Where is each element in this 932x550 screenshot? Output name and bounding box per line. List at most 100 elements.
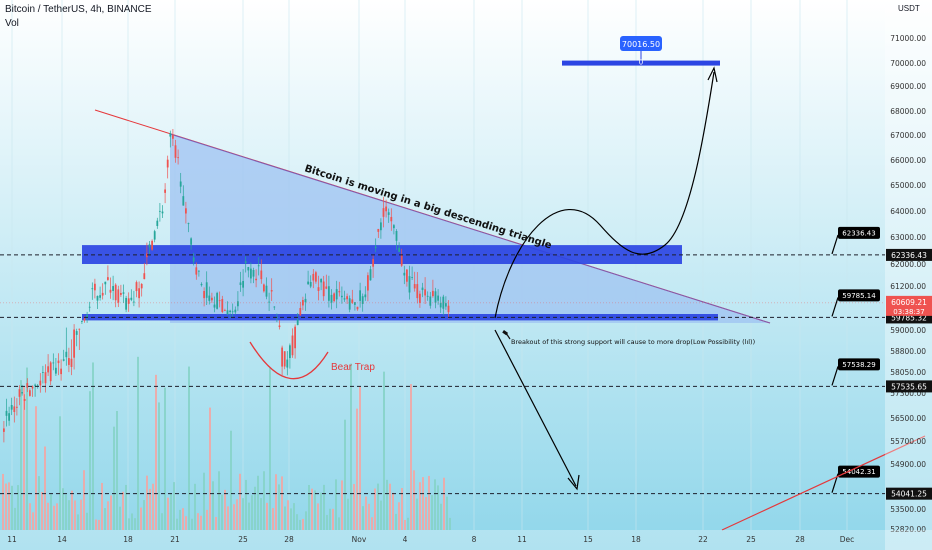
candle[interactable]	[125, 295, 127, 313]
candle[interactable]	[356, 306, 359, 311]
candle[interactable]	[94, 278, 96, 299]
candle[interactable]	[10, 397, 13, 416]
candle[interactable]	[359, 282, 361, 308]
candle[interactable]	[382, 196, 385, 228]
candle[interactable]	[242, 269, 244, 297]
candle[interactable]	[185, 201, 187, 224]
candle[interactable]	[112, 275, 114, 301]
candle[interactable]	[320, 278, 322, 291]
candle[interactable]	[328, 275, 330, 308]
candle[interactable]	[291, 328, 294, 358]
candle[interactable]	[190, 237, 192, 250]
candle[interactable]	[143, 262, 146, 280]
time-axis[interactable]: 11 14 18 21 25 28 Nov 4 8 11 15 18 22 25 28 Dec	[0, 530, 932, 550]
candle[interactable]	[68, 347, 70, 373]
candle[interactable]	[304, 293, 307, 311]
candle[interactable]	[341, 286, 343, 304]
candle[interactable]	[57, 353, 60, 376]
candle[interactable]	[437, 289, 439, 305]
candle[interactable]	[159, 202, 161, 222]
candle[interactable]	[294, 324, 296, 359]
candle[interactable]	[234, 306, 237, 315]
candle[interactable]	[42, 365, 44, 384]
candle[interactable]	[335, 280, 338, 309]
candle[interactable]	[369, 265, 372, 281]
candle[interactable]	[200, 282, 203, 287]
candle[interactable]	[60, 359, 62, 381]
candle[interactable]	[31, 385, 34, 397]
candle[interactable]	[395, 229, 398, 250]
candle[interactable]	[229, 309, 231, 319]
candle[interactable]	[419, 290, 421, 308]
candle[interactable]	[172, 128, 174, 147]
candle[interactable]	[268, 292, 270, 311]
candle[interactable]	[257, 257, 260, 276]
candle[interactable]	[130, 289, 133, 302]
candle[interactable]	[429, 291, 432, 309]
candle[interactable]	[296, 313, 299, 326]
candle[interactable]	[317, 275, 320, 301]
candle[interactable]	[354, 302, 356, 311]
candle[interactable]	[367, 272, 369, 302]
candle[interactable]	[315, 270, 317, 284]
current-price-badge[interactable]	[886, 295, 932, 316]
candle[interactable]	[161, 205, 164, 219]
candle[interactable]	[146, 242, 148, 266]
candle[interactable]	[351, 289, 354, 305]
candle[interactable]	[244, 256, 247, 273]
candle[interactable]	[263, 283, 265, 293]
candle[interactable]	[426, 291, 429, 301]
candle[interactable]	[39, 373, 42, 393]
candle[interactable]	[237, 291, 239, 311]
candle[interactable]	[380, 218, 382, 239]
candle[interactable]	[325, 274, 328, 290]
candle[interactable]	[182, 185, 185, 206]
candle[interactable]	[218, 291, 221, 308]
level-flag[interactable]	[838, 289, 880, 302]
candle[interactable]	[101, 283, 104, 300]
candle[interactable]	[109, 277, 112, 299]
candle[interactable]	[120, 284, 122, 297]
candle[interactable]	[377, 228, 380, 238]
candle[interactable]	[286, 351, 289, 376]
candle[interactable]	[406, 268, 408, 287]
candle[interactable]	[434, 287, 437, 309]
candle[interactable]	[348, 295, 351, 313]
candle[interactable]	[250, 262, 252, 284]
candle[interactable]	[255, 269, 257, 288]
target-badge[interactable]	[620, 36, 662, 51]
candle[interactable]	[322, 275, 325, 301]
candle[interactable]	[403, 265, 406, 285]
candle[interactable]	[91, 282, 94, 300]
candle[interactable]	[198, 270, 200, 277]
candle[interactable]	[174, 139, 177, 163]
candlesticks[interactable]	[0, 128, 885, 443]
candle[interactable]	[127, 292, 130, 312]
candle[interactable]	[221, 295, 224, 314]
candle[interactable]	[62, 349, 65, 362]
candle[interactable]	[208, 286, 211, 305]
candle[interactable]	[372, 254, 374, 278]
candle[interactable]	[205, 271, 208, 305]
candle[interactable]	[445, 296, 447, 310]
candle[interactable]	[239, 271, 242, 292]
candle[interactable]	[8, 406, 10, 426]
candle[interactable]	[29, 388, 31, 397]
candle[interactable]	[432, 279, 434, 298]
candle[interactable]	[299, 301, 302, 316]
candle[interactable]	[411, 266, 413, 280]
candle[interactable]	[88, 301, 91, 312]
candle[interactable]	[114, 283, 117, 308]
candle[interactable]	[330, 289, 333, 310]
candle[interactable]	[231, 303, 234, 317]
candle[interactable]	[309, 275, 312, 289]
candle[interactable]	[99, 286, 101, 301]
candle[interactable]	[138, 281, 140, 308]
candle[interactable]	[265, 277, 268, 300]
candle[interactable]	[216, 291, 218, 310]
currency-label[interactable]: USDT	[898, 4, 920, 13]
axis-level-badge[interactable]	[886, 380, 932, 393]
candle[interactable]	[346, 293, 348, 305]
